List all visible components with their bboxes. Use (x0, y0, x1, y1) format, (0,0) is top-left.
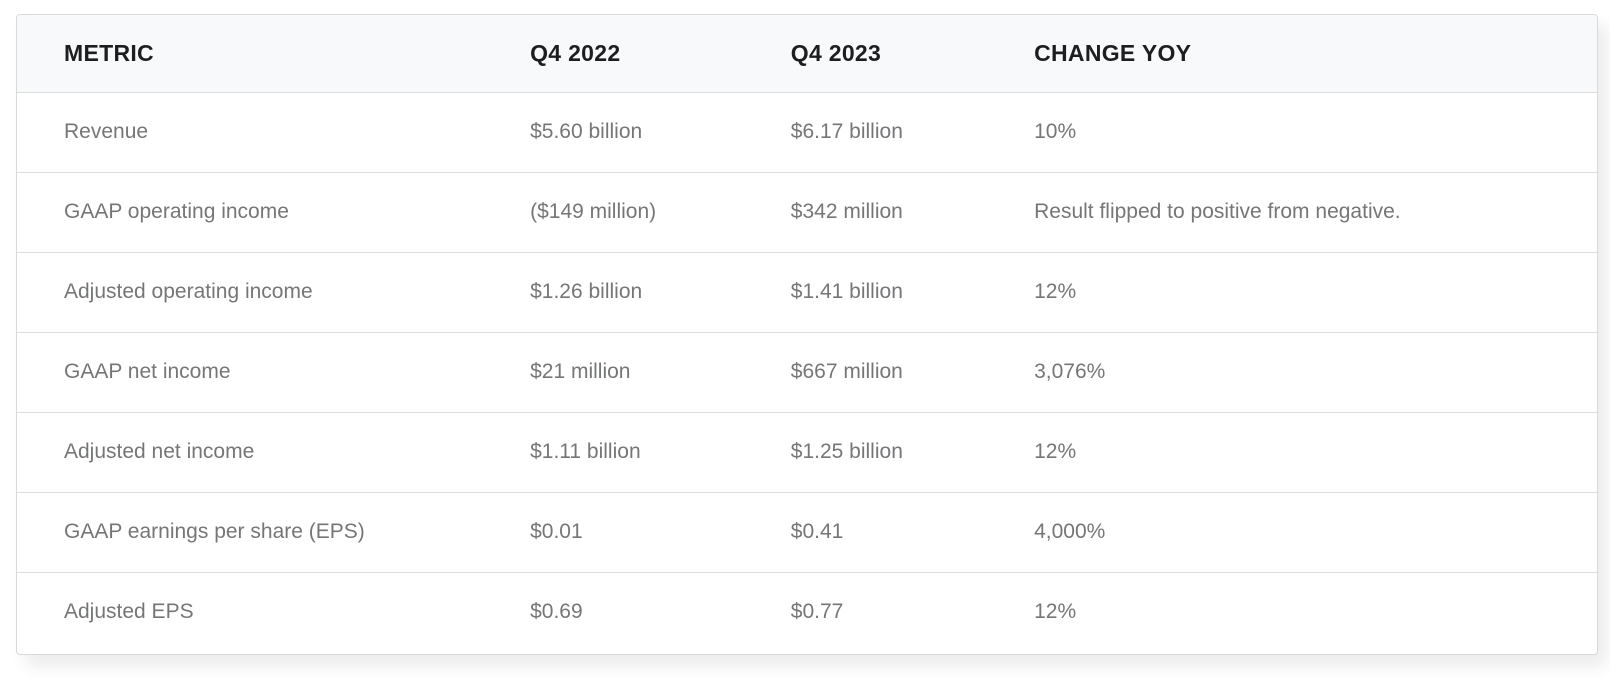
table-header-row: METRIC Q4 2022 Q4 2023 CHANGE YOY (17, 15, 1597, 93)
metric-name-cell: Adjusted EPS (64, 600, 194, 624)
metric-value-cell: $1.25 billion (743, 412, 988, 493)
table-row-gaap-net-income: GAAP net income $21 million $667 million 3,… (17, 332, 1597, 413)
metric-value-cell: $0.41 (743, 492, 988, 573)
metric-value-cell: $0.69 (530, 600, 583, 624)
metric-value-cell: 10% (987, 92, 1597, 173)
financial-metrics-card: METRIC Q4 2022 Q4 2023 CHANGE YOY Revenue $5… (16, 14, 1598, 655)
metric-value-cell: $1.41 billion (743, 252, 988, 333)
metric-value-cell: ($149 million) (483, 172, 744, 253)
metric-value-cell: $21 million (483, 332, 744, 413)
column-header-q4-2022: Q4 2022 (483, 15, 744, 93)
metric-value-cell: $1.11 billion (483, 412, 744, 493)
metric-value-cell: Result flipped to positive from negative… (987, 172, 1597, 253)
table-row-revenue: Revenue $5.60 billion $6.17 billion 10% (17, 92, 1597, 173)
metric-name-cell: Adjusted net income (17, 412, 484, 493)
metric-value-cell: 4,000% (987, 492, 1597, 573)
table-row-gaap-earnings-per-share-eps: GAAP earnings per share (EPS) $0.01 $0.41 4… (17, 492, 1597, 573)
metric-value-cell: 12% (1034, 600, 1077, 624)
metric-name-cell: Revenue (17, 92, 484, 173)
metric-value-cell: $0.77 (790, 600, 844, 624)
financial-metrics-table: METRIC Q4 2022 Q4 2023 CHANGE YOY Revenue $5… (17, 15, 1597, 652)
column-header-metric: METRIC (17, 15, 484, 93)
metric-name-cell: Adjusted operating income (17, 252, 484, 333)
metric-name-cell: GAAP earnings per share (EPS) (17, 492, 484, 573)
table-row-adjusted-operating-income: Adjusted operating income $1.26 billion $1… (17, 252, 1597, 333)
metric-value-cell: $6.17 billion (743, 92, 988, 173)
metric-value-cell: 3,076% (987, 332, 1597, 413)
metric-value-cell: $5.60 billion (483, 92, 744, 173)
table-body: Revenue $5.60 billion $6.17 billion 10% GAAP… (17, 92, 1597, 652)
metric-value-cell: $1.26 billion (483, 252, 744, 333)
metric-name-cell: GAAP operating income (17, 172, 484, 253)
table-row-adjusted-net-income: Adjusted net income $1.11 billion $1.25 bi… (17, 412, 1597, 493)
metric-value-cell: $0.01 (483, 492, 744, 573)
table-row-adjusted-eps: Adjusted EPS $0.69 $0.77 12% (17, 572, 1597, 652)
metric-value-cell: $342 million (743, 172, 988, 253)
metric-value-cell: $667 million (743, 332, 988, 413)
metric-value-cell: 12% (987, 252, 1597, 333)
column-header-q4-2023: Q4 2023 (743, 15, 988, 93)
column-header-change-yoy: CHANGE YOY (987, 15, 1597, 93)
metric-name-cell: GAAP net income (17, 332, 484, 413)
table-row-gaap-operating-income: GAAP operating income ($149 million) $342 … (17, 172, 1597, 253)
metric-value-cell: 12% (987, 412, 1597, 493)
